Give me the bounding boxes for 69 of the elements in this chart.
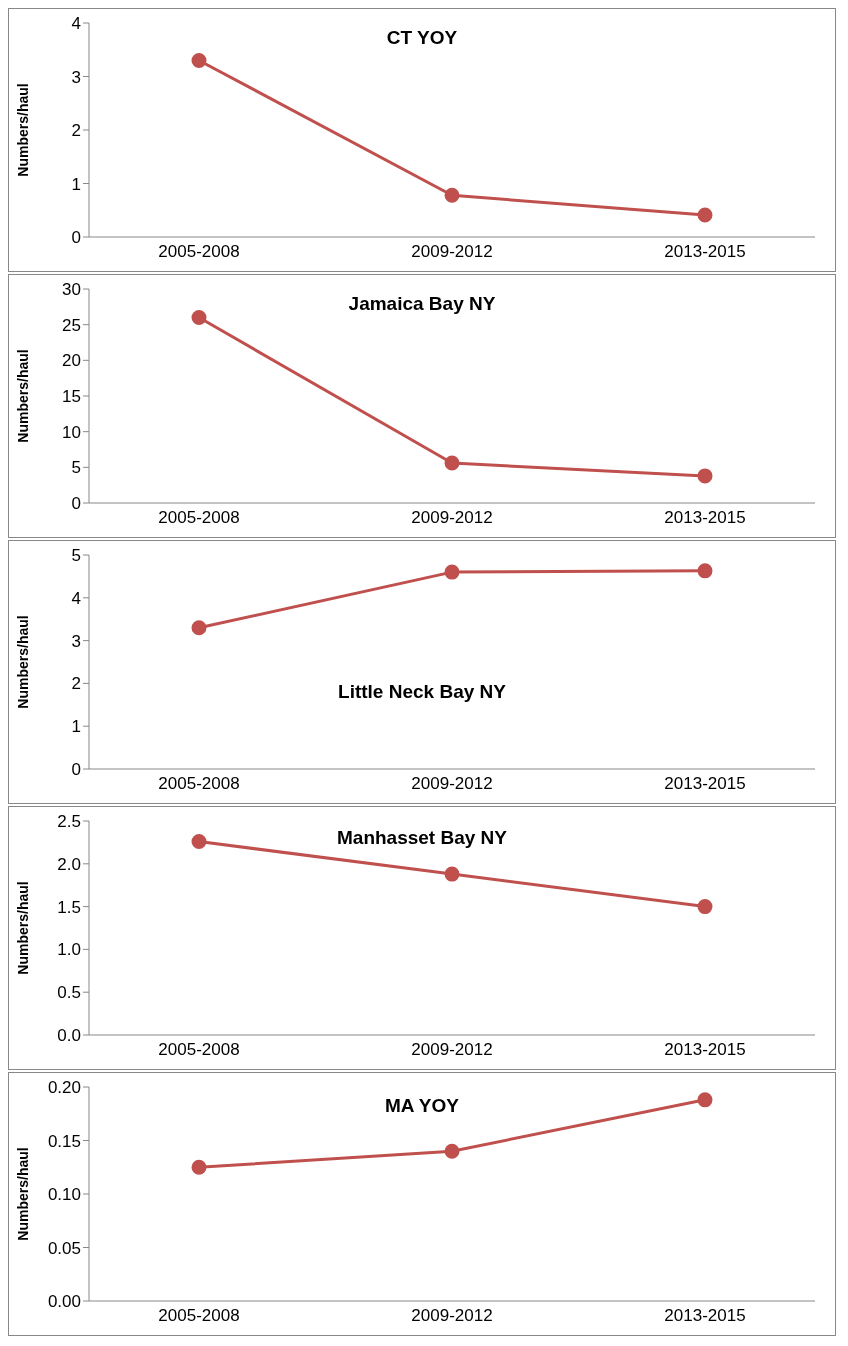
y-tick-label: 25 xyxy=(62,315,81,335)
x-tick-label: 2005-2008 xyxy=(158,1306,240,1326)
y-tick-label: 1.0 xyxy=(57,940,81,960)
text: Little Neck Bay NY xyxy=(338,681,506,702)
x-tick-label: 2009-2012 xyxy=(411,242,493,262)
point xyxy=(444,564,460,580)
y-tick-label: 30 xyxy=(62,280,81,300)
x-tick-label: 2013-2015 xyxy=(664,1306,746,1326)
y-tick-label: 20 xyxy=(62,351,81,371)
y-tick-label: 1 xyxy=(71,717,81,737)
x-tick-label: 2013-2015 xyxy=(664,1040,746,1060)
y-tick-label: 0.05 xyxy=(47,1238,81,1258)
y-axis-title: Numbers/haul xyxy=(14,615,31,709)
point xyxy=(444,1143,460,1159)
x-tick-label: 2005-2008 xyxy=(158,242,240,262)
y-axis-title: Numbers/haul xyxy=(14,349,31,443)
y-tick-label: 0 xyxy=(71,760,81,780)
point xyxy=(444,866,460,882)
chart-title: CT YOY xyxy=(386,27,458,48)
y-axis-title: Numbers/haul xyxy=(14,83,31,177)
chart-title: Manhasset Bay NY xyxy=(336,827,507,848)
y-axis-title: Numbers/haul xyxy=(14,881,31,975)
y-tick-label: 0.15 xyxy=(47,1131,81,1151)
x-tick-label: 2009-2012 xyxy=(411,1040,493,1060)
point xyxy=(697,899,713,915)
y-tick-label: 1 xyxy=(71,174,81,194)
point xyxy=(697,207,713,223)
y-tick-label: 2 xyxy=(71,674,81,694)
point xyxy=(444,455,460,471)
point xyxy=(444,187,460,203)
y-tick-label: 2.5 xyxy=(57,812,81,832)
chart-title: Jamaica Bay NY xyxy=(348,293,496,314)
y-tick-label: 0 xyxy=(71,494,81,514)
y-tick-label: 3 xyxy=(71,67,81,87)
x-tick-label: 2005-2008 xyxy=(158,1040,240,1060)
chart-title: MA YOY xyxy=(385,1095,459,1116)
y-tick-label: 0.10 xyxy=(47,1185,81,1205)
point xyxy=(191,834,207,850)
x-tick-label: 2005-2008 xyxy=(158,774,240,794)
y-tick-label: 1.5 xyxy=(57,897,81,917)
y-tick-label: 2 xyxy=(71,121,81,141)
y-tick-label: 4 xyxy=(71,588,81,608)
point xyxy=(697,468,713,484)
x-tick-label: 2009-2012 xyxy=(411,508,493,528)
y-tick-label: 5 xyxy=(71,546,81,566)
y-tick-label: 5 xyxy=(71,458,81,478)
y-tick-label: 0 xyxy=(71,228,81,248)
x-tick-label: 2013-2015 xyxy=(664,508,746,528)
y-tick-label: 0.5 xyxy=(57,983,81,1003)
x-tick-label: 2005-2008 xyxy=(158,508,240,528)
x-tick-label: 2009-2012 xyxy=(411,1306,493,1326)
x-tick-label: 2013-2015 xyxy=(664,774,746,794)
y-tick-label: 2.0 xyxy=(57,854,81,874)
y-tick-label: 0.0 xyxy=(57,1026,81,1046)
x-tick-label: 2013-2015 xyxy=(664,242,746,262)
y-tick-label: 10 xyxy=(62,422,81,442)
point xyxy=(697,1092,713,1108)
point xyxy=(191,310,207,326)
point xyxy=(697,563,713,579)
y-tick-label: 0.20 xyxy=(47,1078,81,1098)
y-tick-label: 0.00 xyxy=(47,1292,81,1312)
y-tick-label: 4 xyxy=(71,14,81,34)
point xyxy=(191,1159,207,1175)
y-tick-label: 3 xyxy=(71,631,81,651)
x-tick-label: 2009-2012 xyxy=(411,774,493,794)
y-tick-label: 15 xyxy=(62,387,81,407)
y-axis-title: Numbers/haul xyxy=(14,1147,31,1241)
point xyxy=(191,52,207,68)
point xyxy=(191,620,207,636)
